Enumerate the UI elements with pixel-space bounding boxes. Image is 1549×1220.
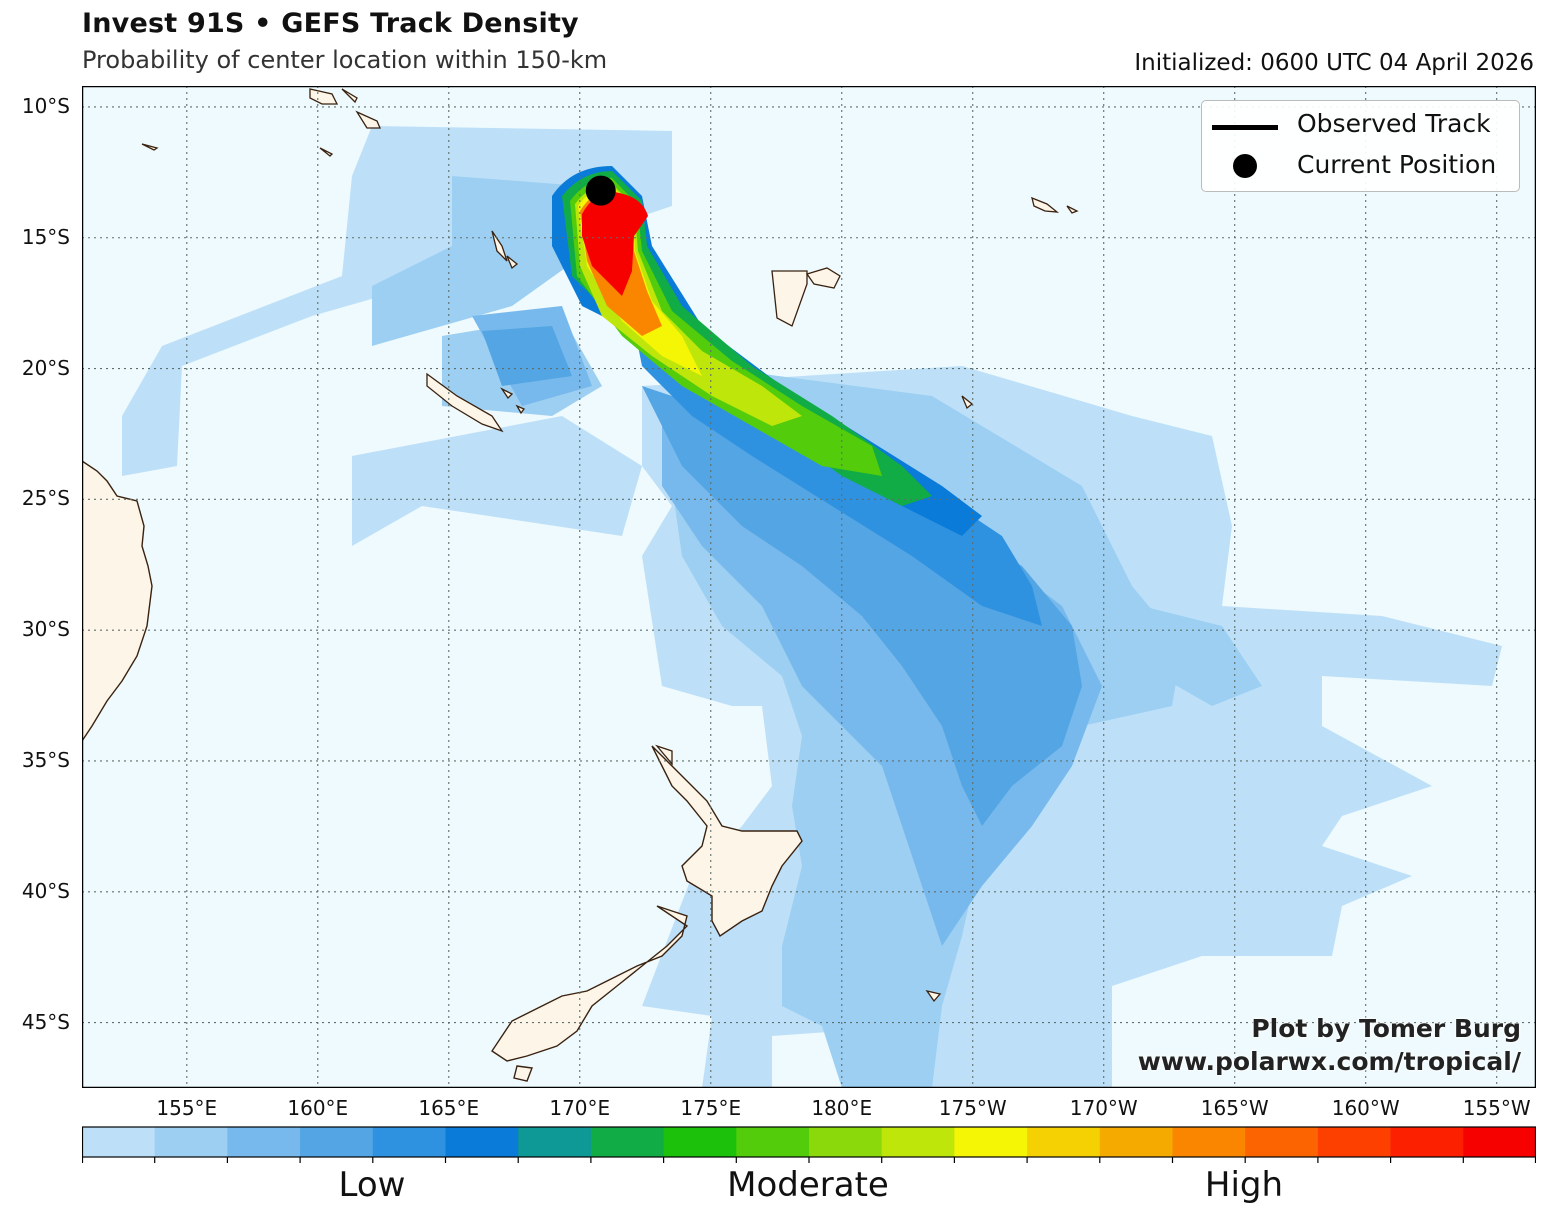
lat-tick-label: 40°S — [21, 878, 70, 903]
legend-observed-track-label: Observed Track — [1297, 109, 1491, 138]
map-frame — [82, 86, 1536, 1088]
density-layer-12 — [582, 192, 648, 296]
current-position-marker — [585, 175, 616, 206]
graticule — [82, 86, 1536, 1088]
lon-tick-label: 170°E — [549, 1096, 611, 1120]
initialized-time: Initialized: 0600 UTC 04 April 2026 — [1134, 50, 1534, 76]
colorbar-swatch — [1172, 1127, 1246, 1157]
colorbar-label-moderate: Moderate — [727, 1165, 889, 1205]
colorbar-swatch — [82, 1127, 156, 1157]
legend: Observed Track Current Position — [1201, 100, 1520, 192]
colorbar-swatch — [954, 1127, 1028, 1157]
legend-observed-track: Observed Track — [1202, 105, 1519, 145]
lon-tick-label: 155°E — [156, 1096, 218, 1120]
colorbar-swatch — [445, 1127, 519, 1157]
lat-tick-label: 45°S — [21, 1009, 70, 1034]
legend-current-position-label: Current Position — [1297, 150, 1497, 179]
density-layer-6 — [552, 166, 982, 536]
colorbar-frame — [82, 1126, 1536, 1158]
lon-tick-label: 160°E — [287, 1096, 349, 1120]
colorbar — [82, 1126, 1536, 1163]
density-layer-7 — [562, 171, 932, 506]
colorbar-swatch — [590, 1127, 665, 1157]
colorbar-swatch — [154, 1127, 228, 1157]
colorbar-swatch — [1317, 1127, 1392, 1157]
colorbar-swatch — [1027, 1127, 1101, 1157]
credit-author: Plot by Tomer Burg — [1251, 1014, 1521, 1043]
land-nz-north — [651, 745, 803, 938]
colorbar-label-high: High — [1204, 1165, 1284, 1205]
observed-track-swatch — [1212, 125, 1278, 130]
lon-tick-label: 175°E — [680, 1096, 742, 1120]
lat-tick-label: 30°S — [21, 617, 70, 642]
current-position-swatch — [1233, 154, 1257, 178]
colorbar-swatch — [809, 1127, 883, 1157]
lat-tick-label: 15°S — [21, 224, 70, 249]
legend-current-position: Current Position — [1202, 147, 1519, 187]
colorbar-swatch — [1463, 1127, 1536, 1157]
colorbar-swatch — [881, 1127, 955, 1157]
land-stewart-island — [513, 1065, 533, 1082]
colorbar-label-low: Low — [338, 1165, 406, 1205]
lat-tick-label: 35°S — [21, 747, 70, 772]
density-layer-4 — [482, 326, 1082, 826]
colorbar-swatch — [736, 1127, 810, 1157]
lon-tick-label: 155°W — [1462, 1096, 1531, 1120]
colorbar-swatch — [227, 1127, 301, 1157]
colorbar-swatch — [1099, 1127, 1173, 1157]
land-australia — [82, 460, 153, 743]
colorbar-swatch — [300, 1127, 374, 1157]
colorbar-swatch — [663, 1127, 737, 1157]
lat-tick-label: 20°S — [21, 355, 70, 380]
credit-url: www.polarwx.com/tropical/ — [1137, 1047, 1521, 1076]
lon-tick-label: 165°W — [1200, 1096, 1269, 1120]
lon-tick-label: 170°W — [1069, 1096, 1138, 1120]
land-nz-south — [491, 905, 689, 1062]
lon-tick-label: 160°W — [1331, 1096, 1400, 1120]
colorbar-swatch — [1390, 1127, 1464, 1157]
track-density-map — [82, 86, 1536, 1088]
lat-tick-label: 25°S — [21, 486, 70, 511]
colorbar-swatch — [1245, 1127, 1319, 1157]
lon-tick-label: 175°W — [938, 1096, 1007, 1120]
map-title: Invest 91S • GEFS Track Density — [82, 8, 579, 39]
pacific-islands — [141, 88, 1079, 1003]
colorbar-swatch — [518, 1127, 592, 1157]
lon-tick-label: 165°E — [418, 1096, 480, 1120]
colorbar-swatch — [372, 1127, 446, 1157]
lat-tick-label: 10°S — [21, 93, 70, 118]
map-subtitle: Probability of center location within 15… — [82, 46, 608, 74]
lon-tick-label: 180°E — [811, 1096, 873, 1120]
